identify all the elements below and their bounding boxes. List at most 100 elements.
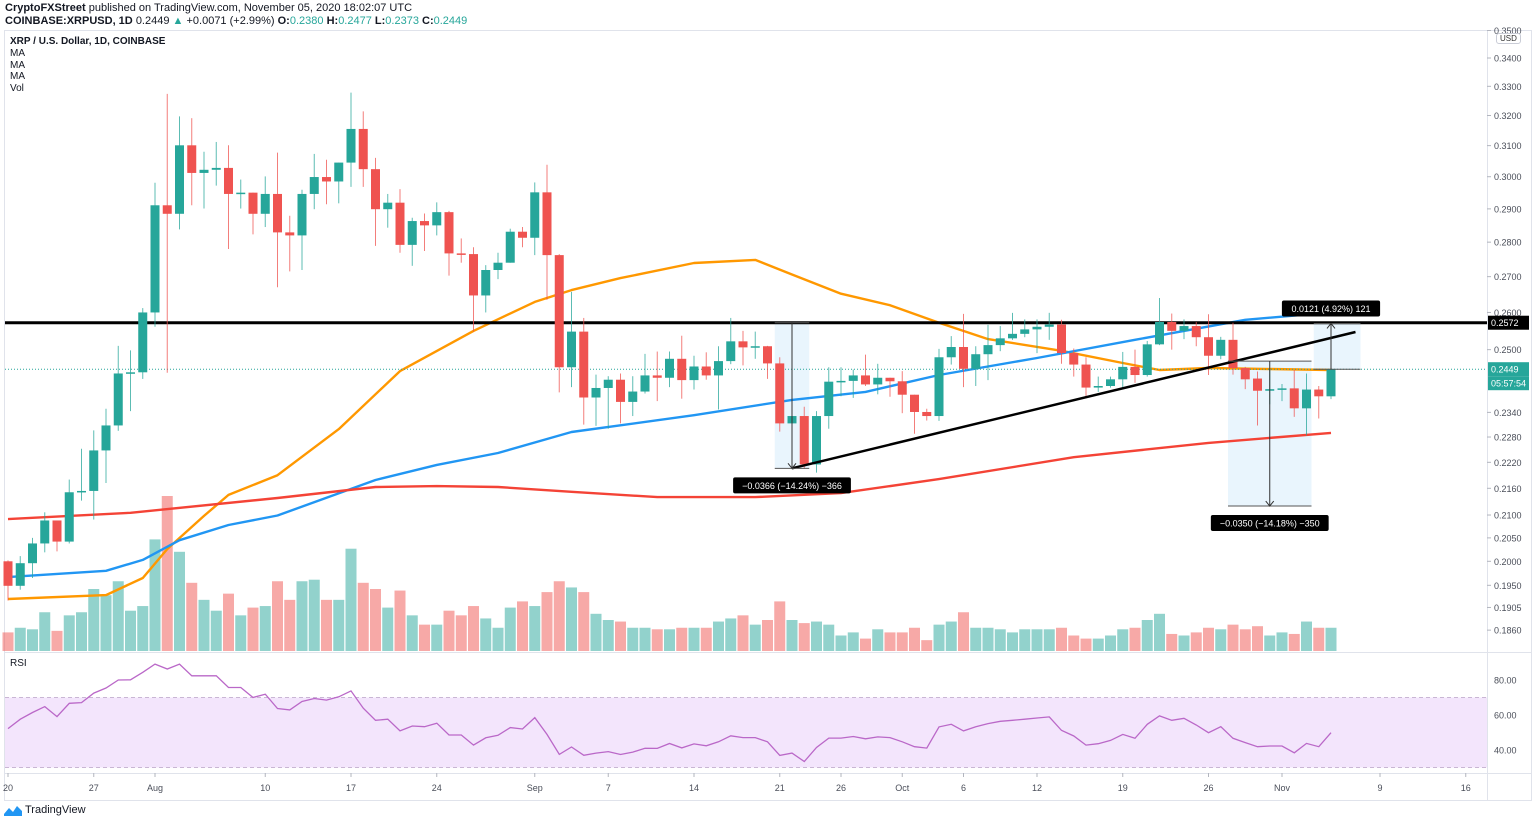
volume-bar — [186, 582, 198, 651]
candle — [1228, 322, 1238, 375]
volume-bar — [1105, 635, 1116, 651]
candle — [1302, 373, 1311, 436]
volume-bar — [1178, 635, 1190, 651]
price-tick-label: 0.3000 — [1494, 172, 1522, 182]
candle — [236, 179, 246, 209]
candle — [138, 308, 148, 379]
candle-body — [187, 145, 197, 173]
candle-body — [1020, 329, 1030, 334]
ascending-trendline — [791, 330, 1356, 470]
measure-label: −0.0350 (−14.18%) −350 — [1220, 519, 1320, 529]
candle — [1155, 297, 1164, 346]
volume-bar — [700, 627, 712, 651]
candle — [52, 520, 62, 552]
candle — [346, 92, 356, 187]
candle — [1044, 312, 1054, 340]
legend-ma-2[interactable]: MA — [10, 59, 25, 71]
candle — [554, 254, 564, 393]
price-tick-label: 0.3300 — [1494, 82, 1522, 92]
candle — [1216, 336, 1226, 360]
candle-body — [138, 312, 148, 373]
candle-body — [1057, 324, 1066, 354]
candle-body — [260, 193, 270, 214]
candle — [175, 116, 184, 230]
volume-bar — [590, 613, 602, 651]
candle-body — [971, 354, 981, 369]
candle — [481, 265, 491, 313]
volume-bar — [1239, 629, 1251, 651]
legend-volume[interactable]: Vol — [10, 83, 24, 95]
candle — [1277, 384, 1287, 402]
candle-body — [28, 543, 37, 564]
candle — [456, 238, 466, 263]
volume-bar — [370, 589, 381, 651]
candle — [983, 324, 993, 381]
volume-bar — [284, 599, 296, 651]
candle-body — [677, 358, 687, 381]
volume-bar — [39, 612, 51, 651]
candle-body — [959, 346, 968, 369]
legend-ma-3[interactable]: MA — [10, 71, 25, 83]
candle-body — [824, 381, 834, 417]
volume-bar — [970, 627, 982, 651]
volume-bar — [835, 635, 847, 651]
candle-body — [861, 375, 870, 385]
candle-body — [481, 270, 491, 296]
volume-bar — [1227, 624, 1239, 651]
moving-average-line-2 — [7, 311, 1332, 579]
legend-ma-1[interactable]: MA — [10, 47, 25, 59]
candle — [946, 336, 956, 365]
candle — [885, 377, 895, 397]
volume-bar — [1166, 633, 1178, 651]
price-tick-label: 0.1860 — [1494, 626, 1522, 636]
volume-bar — [1117, 629, 1129, 651]
rsi-legend[interactable]: RSI — [10, 658, 27, 669]
volume-bar — [958, 612, 969, 651]
currency-badge[interactable]: USD — [1496, 33, 1521, 44]
candle-body — [701, 366, 711, 376]
volume-bar — [27, 629, 38, 651]
volume-bar — [725, 618, 737, 651]
volume-bar — [431, 624, 443, 651]
rsi-tick-label: 80.00 — [1494, 676, 1517, 686]
resistance-price-tag-box — [1488, 315, 1529, 330]
candle — [971, 346, 981, 387]
candle — [371, 157, 380, 246]
volume-bar — [1264, 635, 1276, 651]
candle-body — [1081, 364, 1091, 388]
price-tick-label: 0.2280 — [1494, 433, 1522, 443]
candle-body — [334, 162, 344, 182]
symbol-name: COINBASE:XRPUSD, 1D — [5, 15, 133, 27]
candle — [1289, 369, 1299, 417]
candle-body — [358, 128, 368, 170]
volume-bar — [1080, 638, 1092, 651]
date-tick-label: Aug — [147, 783, 163, 793]
volume-bar — [345, 548, 357, 651]
volume-bar — [553, 581, 565, 651]
candle-body — [101, 425, 111, 451]
volume-bar — [762, 620, 773, 651]
candle-body — [1155, 321, 1164, 345]
date-tick-label: 24 — [432, 783, 442, 793]
candle-body — [1204, 337, 1213, 356]
candle-body — [1093, 386, 1103, 388]
volume-bar — [321, 599, 332, 651]
candle-body — [297, 193, 307, 236]
candle-body — [763, 346, 772, 364]
volume-bar — [884, 632, 896, 651]
publisher-name[interactable]: CryptoFXStreet — [5, 2, 86, 14]
candle-body — [383, 202, 393, 210]
volume-bar — [504, 607, 516, 651]
volume-bar — [1276, 632, 1288, 651]
tradingview-logo[interactable]: TradingView — [4, 804, 86, 816]
candle-body — [1069, 353, 1079, 365]
volume-bar — [529, 606, 541, 651]
candle — [383, 193, 393, 228]
candle — [469, 247, 478, 332]
volume-bar — [994, 629, 1006, 651]
volume-bar — [76, 612, 87, 651]
candle-body — [799, 416, 809, 465]
date-tick-label: Nov — [1274, 783, 1291, 793]
volume-bar — [982, 627, 994, 651]
